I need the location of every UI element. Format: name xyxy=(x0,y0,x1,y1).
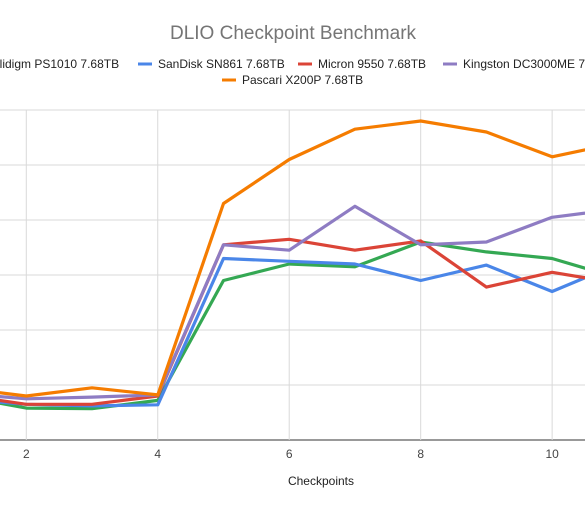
x-tick-label: 2 xyxy=(23,447,30,461)
legend-label: SanDisk SN861 7.68TB xyxy=(158,57,285,71)
series-line-0 xyxy=(0,240,585,411)
x-tick-label: 6 xyxy=(286,447,293,461)
legend-item-4[interactable]: Pascari X200P 7.68TB xyxy=(222,73,363,87)
x-tick-label: 4 xyxy=(154,447,161,461)
gridlines xyxy=(0,109,585,441)
legend-item-0[interactable]: Solidigm PS1010 7.68TB xyxy=(0,57,119,71)
legend-label: Solidigm PS1010 7.68TB xyxy=(0,57,119,71)
legend: Solidigm PS1010 7.68TB SanDisk SN861 7.68… xyxy=(0,57,585,87)
x-tick-label: 10 xyxy=(545,447,559,461)
legend-label: Pascari X200P 7.68TB xyxy=(242,73,363,87)
series-line-3 xyxy=(0,204,585,401)
series-line-4 xyxy=(0,119,585,398)
x-tick-labels: 2 4 6 8 10 xyxy=(23,447,559,461)
series-line-1 xyxy=(0,256,585,408)
x-axis-title: Checkpoints xyxy=(288,474,354,488)
x-tick-label: 8 xyxy=(417,447,424,461)
legend-item-3[interactable]: Kingston DC3000ME 7.68TB xyxy=(443,57,585,71)
legend-label: Kingston DC3000ME 7.68TB xyxy=(463,57,585,71)
chart-title: DLIO Checkpoint Benchmark xyxy=(170,23,417,44)
series-lines xyxy=(0,119,585,411)
legend-label: Micron 9550 7.68TB xyxy=(318,57,426,71)
legend-item-1[interactable]: SanDisk SN861 7.68TB xyxy=(138,57,285,71)
series-line-2 xyxy=(0,237,585,406)
legend-item-2[interactable]: Micron 9550 7.68TB xyxy=(298,57,426,71)
